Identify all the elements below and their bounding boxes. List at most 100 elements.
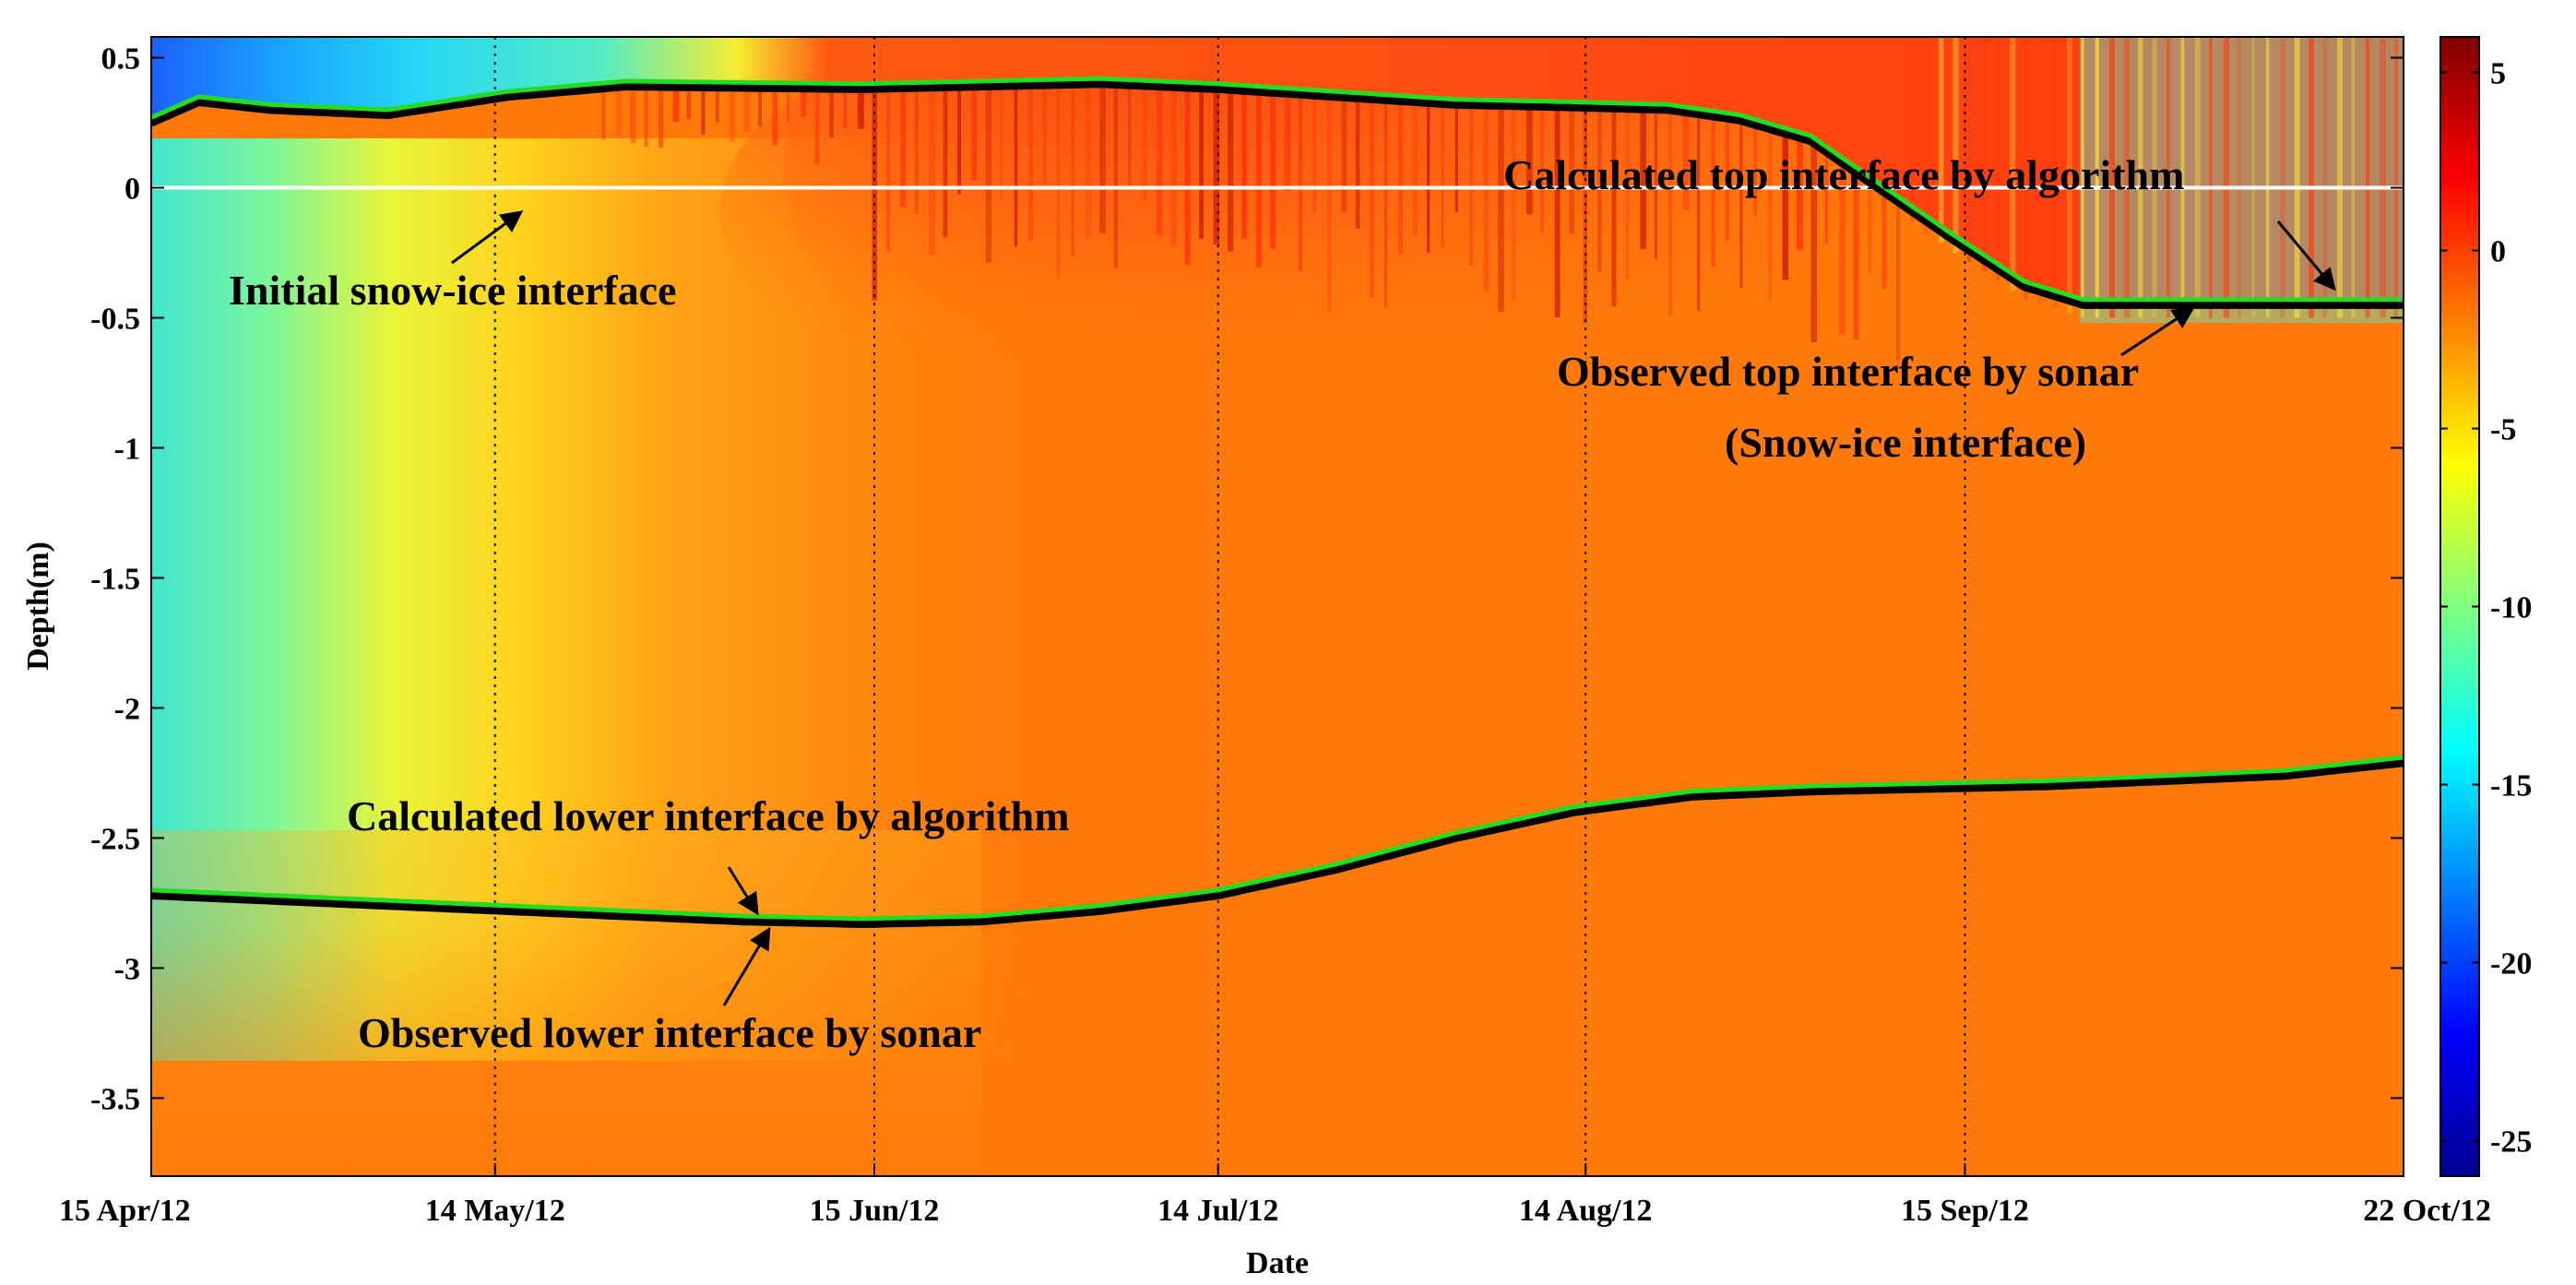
colorbar-tick-label: -20 (2490, 946, 2532, 981)
variability-stripe (1882, 190, 1887, 290)
observed-interface-line (151, 79, 2404, 309)
variability-stripe (2010, 37, 2016, 291)
x-axis-label: Date (1246, 1246, 1309, 1280)
variability-stripe (1625, 108, 1630, 280)
variability-stripe (1270, 92, 1276, 249)
variability-stripe (1299, 94, 1302, 271)
variability-stripe (1995, 37, 2000, 281)
variability-stripe (814, 88, 820, 164)
variability-stripe (1611, 108, 1617, 307)
variability-stripe (1895, 200, 1901, 361)
variability-stripe (1255, 91, 1262, 268)
variability-stripe (1824, 150, 1829, 245)
annotation-observed-top: Observed top interface by sonar (1557, 348, 2139, 395)
colorbar-tick-label: -15 (2490, 768, 2532, 803)
variability-stripe (2152, 37, 2157, 318)
variability-stripe (2052, 37, 2058, 309)
variability-stripe (2251, 37, 2255, 318)
variability-stripe (1839, 161, 1846, 335)
variability-stripe (2238, 37, 2241, 318)
temperature-field (151, 37, 2404, 1176)
variability-stripe (1454, 104, 1458, 212)
y-tick-label: -3.5 (90, 1082, 140, 1116)
x-axis-ticks: 15 Apr/12 14 May/12 15 Jun/12 14 Jul/12 14 A… (59, 1163, 2491, 1228)
variability-stripe (2081, 37, 2084, 317)
variability-stripe (2294, 37, 2300, 318)
variability-stripe (1284, 93, 1291, 192)
variability-stripe (1640, 109, 1646, 250)
observed-interface-line (151, 758, 2404, 928)
variability-stripe (971, 86, 978, 181)
variability-stripe (615, 87, 623, 137)
variability-stripe (1341, 97, 1347, 212)
variability-stripe (2180, 37, 2185, 318)
annotation-arrow (2276, 220, 2336, 292)
variability-stripe (1853, 171, 1859, 339)
y-axis-label: Depth(m) (21, 541, 55, 671)
variability-stripe (1071, 84, 1074, 257)
variability-stripe (2322, 37, 2327, 318)
x-tick-label: 14 Aug/12 (1519, 1194, 1653, 1228)
variability-stripe (1412, 101, 1419, 236)
annotation-arrow (727, 866, 759, 916)
variability-stripe (1326, 96, 1332, 313)
variability-stripe (1156, 86, 1163, 235)
variability-stripe (872, 89, 878, 301)
variability-stripe (2066, 37, 2073, 313)
x-tick-label: 14 May/12 (425, 1194, 565, 1228)
variability-stripe (1383, 100, 1388, 307)
annotations: Initial snow-ice interface Calculated to… (229, 151, 2184, 1056)
variability-stripe (1981, 37, 1988, 272)
variability-stripe (1014, 85, 1018, 247)
variability-stripe (2138, 37, 2143, 318)
variability-stripe (1810, 140, 1818, 343)
variability-stripe (1483, 104, 1490, 292)
variability-stripe (1967, 37, 1972, 263)
variability-stripe (858, 89, 864, 129)
variability-stripe (1042, 85, 1047, 184)
annotation-calculated-lower: Calculated lower interface by algorithm (347, 792, 1070, 839)
variability-stripe (1782, 132, 1789, 280)
variability-stripe (1000, 86, 1003, 199)
variability-stripe (1682, 112, 1690, 210)
variability-stripe (1426, 102, 1430, 254)
variability-stripe (2194, 37, 2201, 318)
colorbar-tick-label: 5 (2490, 57, 2506, 91)
y-tick-label: -3 (114, 952, 140, 986)
colorbar-tick-label: 0 (2490, 235, 2506, 269)
variability-stripe (2095, 37, 2099, 318)
y-tick-label: -2.5 (90, 822, 140, 856)
annotation-observed-lower: Observed lower interface by sonar (358, 1009, 981, 1056)
variability-stripe (1128, 85, 1132, 186)
snow-layer (151, 37, 2404, 305)
variability-stripe (1753, 124, 1757, 216)
variability-stripe (1228, 89, 1234, 252)
variability-stripe (929, 87, 936, 256)
variability-stripe (1953, 37, 1959, 254)
variability-stripe (900, 88, 907, 208)
variability-stripe (1525, 106, 1533, 215)
autumn-cold-snow (2080, 37, 2403, 323)
colorbar-ticks: 5 0 -5 -10 -15 -20 -25 (2440, 57, 2532, 1159)
variability-stripe (2393, 37, 2398, 318)
variability-stripe (2337, 37, 2344, 318)
variability-stripe (672, 87, 680, 123)
variability-stripe (2365, 37, 2370, 318)
warm-bottom-region (151, 830, 981, 1176)
variability-stripe (1512, 105, 1516, 302)
variability-stripe (715, 87, 719, 123)
variability-stripe (2024, 37, 2027, 300)
variability-stripe (743, 87, 751, 133)
variability-stripe (1184, 87, 1191, 265)
variability-stripe (1498, 105, 1504, 313)
x-tick-label: 15 Jun/12 (810, 1194, 940, 1228)
variability-stripe (1696, 113, 1701, 311)
variability-stripe (1868, 181, 1872, 274)
variability-stripe (985, 86, 992, 264)
surface-variability-stripes (601, 37, 2398, 361)
variability-stripe (1939, 37, 1944, 244)
variability-stripe (1056, 84, 1060, 279)
variability-stripe (2265, 37, 2270, 318)
variability-stripe (1554, 106, 1561, 318)
